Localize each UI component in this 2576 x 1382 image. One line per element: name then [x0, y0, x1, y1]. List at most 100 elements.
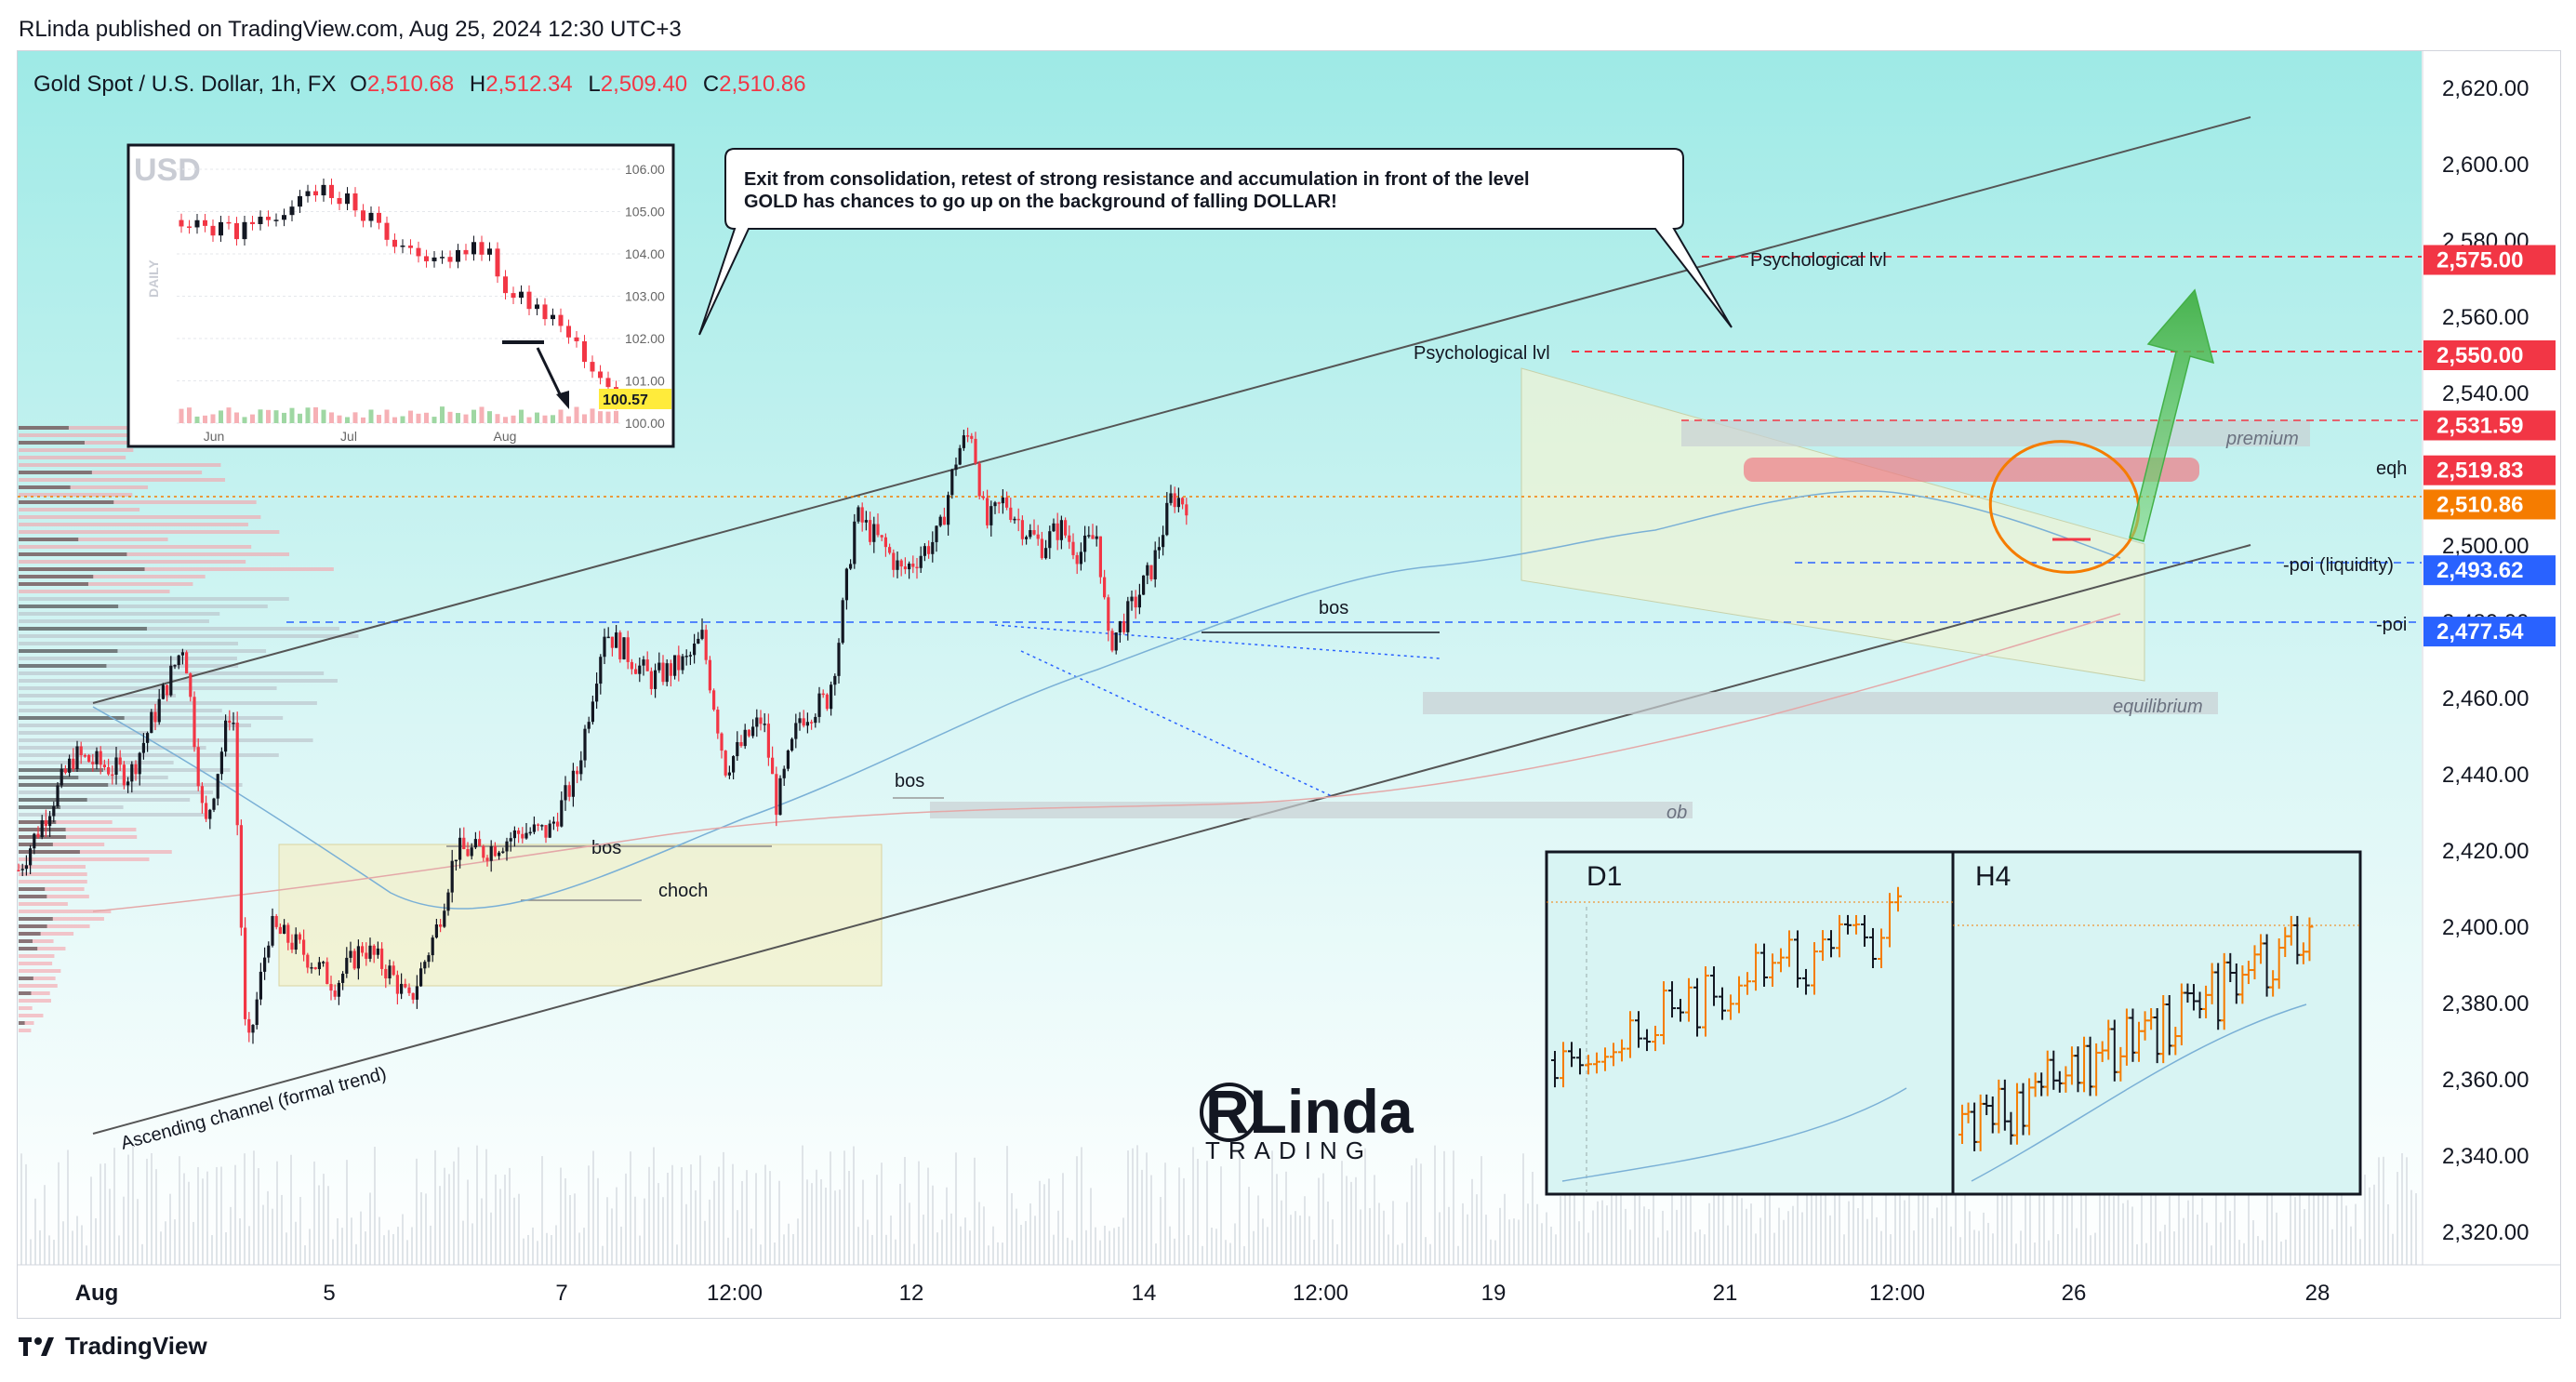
volume-bar — [555, 1225, 557, 1265]
candle-body — [1009, 507, 1013, 521]
usd-title: USD — [134, 153, 201, 188]
usd-candle-body — [598, 371, 603, 379]
volume-bar — [151, 1152, 153, 1265]
time-axis[interactable]: Aug 5 7 12:00 12 14 12:00 19 21 12:00 26 28 — [75, 1281, 2330, 1306]
volume-bar — [2197, 1214, 2198, 1265]
profile-bar — [19, 895, 89, 898]
profile-bar — [19, 493, 133, 497]
candle-body — [899, 560, 903, 567]
usd-volume-bar — [416, 413, 421, 423]
volume-bar — [802, 1145, 803, 1265]
candle-body — [915, 566, 919, 569]
volume-bar — [1732, 1146, 1733, 1265]
candle-body — [1013, 518, 1016, 521]
candle-body — [1016, 518, 1020, 521]
usd-candle-body — [574, 337, 579, 341]
profile-bar-dark — [19, 783, 109, 787]
volume-bar — [1388, 1234, 1389, 1265]
candle-body — [880, 535, 883, 538]
volume-bar — [160, 1231, 162, 1265]
volume-bar — [318, 1185, 320, 1265]
price-tag — [2423, 455, 2556, 485]
usd-volume-bar — [542, 415, 548, 423]
volume-bar — [1067, 1237, 1069, 1265]
equilibrium-label: equilibrium — [2113, 697, 2203, 717]
volume-bar — [1299, 1215, 1301, 1265]
usd-x-tick: Aug — [494, 429, 517, 444]
volume-bar — [262, 1204, 264, 1265]
usd-volume-bar — [400, 416, 405, 423]
volume-bar — [774, 1242, 776, 1265]
volume-bar — [2187, 1200, 2189, 1265]
volume-bar — [467, 1179, 469, 1265]
volume-bar — [583, 1228, 585, 1265]
volume-bar — [2224, 1165, 2226, 1265]
profile-bar-dark — [19, 605, 119, 608]
ob-label: ob — [1666, 803, 1687, 823]
volume-bar — [2415, 1193, 2417, 1265]
volume-bar — [2076, 1228, 2078, 1265]
tradingview-footer[interactable]: TradingView — [19, 1332, 207, 1361]
consolidation-zone — [278, 844, 883, 987]
volume-bar — [1913, 1230, 1915, 1265]
low-value: 2,509.40 — [601, 72, 687, 97]
y-tick-label: 2,560.00 — [2442, 305, 2529, 330]
candle-body — [712, 690, 716, 711]
usd-volume-bar — [519, 409, 524, 423]
bos-label-3: bos — [591, 838, 621, 858]
candle-body — [482, 845, 485, 858]
volume-bar — [830, 1151, 831, 1265]
volume-bar — [1267, 1227, 1268, 1265]
volume-bar — [839, 1189, 841, 1265]
y-tick-label: 2,460.00 — [2442, 686, 2529, 711]
volume-bar — [1797, 1188, 1799, 1265]
volume-bar — [653, 1147, 655, 1265]
candle-body — [997, 502, 1001, 504]
candle-body — [537, 824, 540, 826]
candle-body — [200, 786, 204, 804]
candle-body — [763, 724, 766, 725]
volume-bar — [890, 1215, 892, 1265]
profile-bar — [19, 538, 168, 541]
volume-bar — [206, 1171, 208, 1265]
usd-candle-body — [447, 257, 453, 262]
x-tick-label: 19 — [1481, 1281, 1507, 1306]
candle-body — [697, 638, 700, 644]
candle-body — [1075, 554, 1079, 565]
volume-bar — [1476, 1194, 1478, 1265]
volume-bar — [885, 1234, 887, 1265]
candle-body — [1126, 601, 1130, 632]
volume-bar — [690, 1164, 692, 1265]
usd-volume-bar — [447, 411, 453, 423]
candle-body — [935, 525, 938, 542]
volume-bar — [541, 1156, 543, 1265]
volume-bar — [532, 1227, 534, 1265]
candle-body — [219, 751, 223, 775]
volume-bar — [2169, 1196, 2171, 1265]
volume-bar — [1936, 1207, 1938, 1265]
volume-bar — [602, 1245, 604, 1265]
profile-bar — [19, 880, 87, 884]
volume-bar — [755, 1173, 757, 1265]
candle-body — [1110, 631, 1114, 651]
volume-bar — [2378, 1157, 2380, 1265]
price-axis[interactable]: 2,320.00 2,340.00 2,360.00 2,380.00 2,400.00… — [2442, 76, 2529, 1245]
volume-bar — [2015, 1243, 2017, 1265]
volume-bar — [448, 1174, 450, 1265]
volume-bar — [411, 1227, 413, 1265]
volume-bar — [853, 1146, 855, 1265]
profile-bar-dark — [19, 649, 118, 653]
candle-body — [102, 764, 106, 767]
volume-bar — [86, 1245, 87, 1265]
candle-body — [771, 757, 775, 775]
candle-body — [1091, 535, 1095, 539]
y-tick-label: 2,540.00 — [2442, 381, 2529, 406]
candle-body — [173, 665, 177, 667]
volume-bar — [1355, 1176, 1357, 1265]
volume-bar — [732, 1163, 734, 1265]
volume-bar — [2341, 1147, 2343, 1265]
volume-bar — [1801, 1212, 1803, 1265]
price-tag-label: 2,519.83 — [2437, 458, 2523, 484]
candle-body — [716, 710, 720, 734]
